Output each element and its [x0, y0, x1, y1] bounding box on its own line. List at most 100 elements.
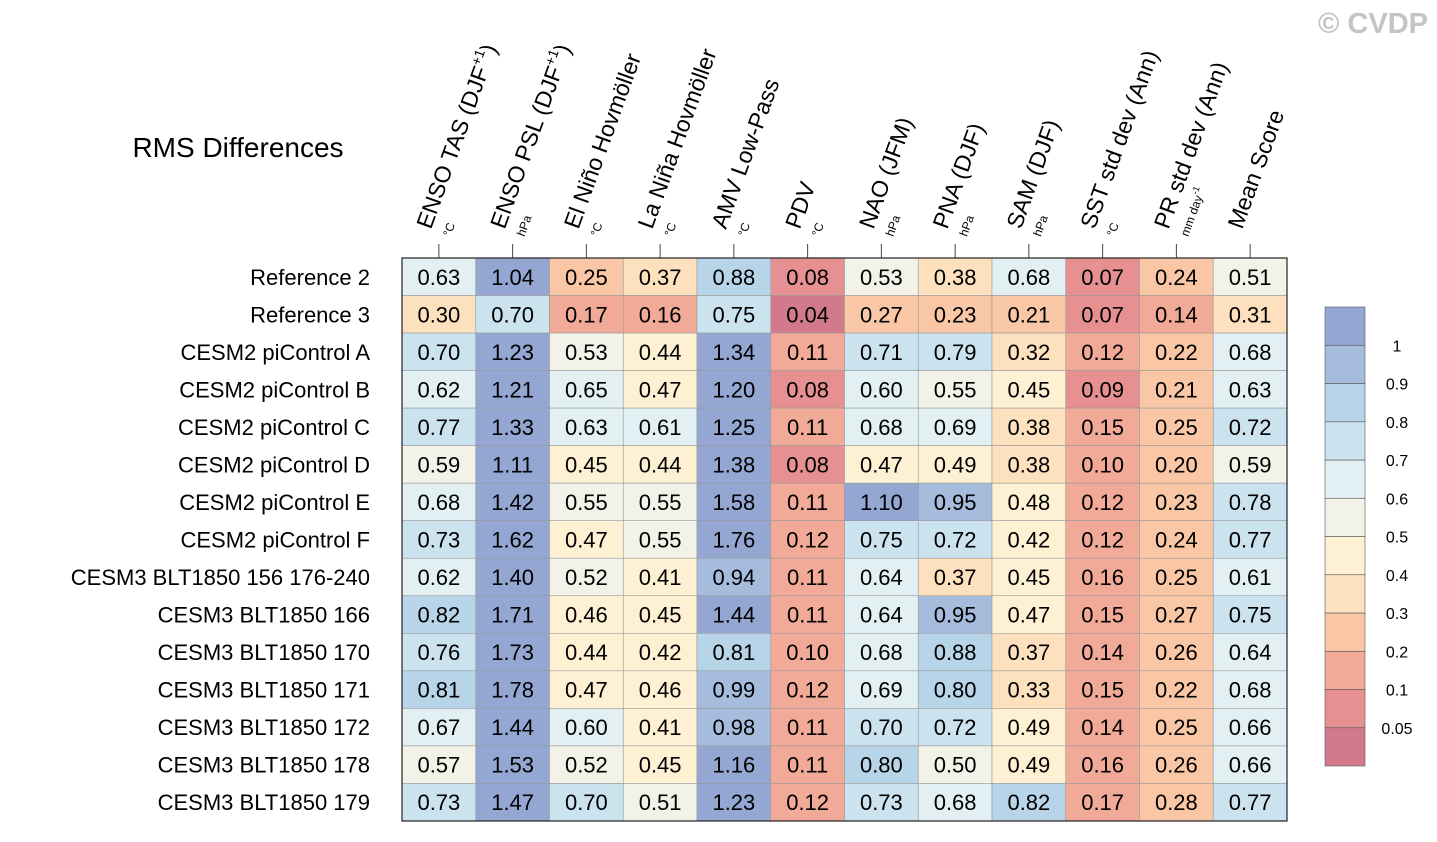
- cell-value: 0.68: [860, 640, 903, 665]
- heatmap-cell: [1212, 407, 1288, 446]
- cell-value: 0.50: [934, 753, 977, 778]
- heatmap-cell: [844, 783, 919, 822]
- cell-value: 0.70: [491, 302, 534, 327]
- cell-value: 0.68: [1229, 340, 1272, 365]
- cell-value: 0.72: [1229, 415, 1272, 440]
- column-headers: ENSO TAS (DJF+1)°C ENSO PSL (DJF+1)hPa El …: [411, 40, 1289, 258]
- colorbar-tick-label: 0.2: [1386, 644, 1408, 661]
- heatmap-cell: [770, 482, 845, 522]
- cell-value: 0.37: [1007, 640, 1050, 665]
- cell-value: 0.60: [860, 377, 903, 402]
- colorbar-swatch: [1324, 727, 1366, 767]
- heatmap-cell: [475, 670, 550, 709]
- heatmap-cell: [844, 332, 919, 371]
- cell-value: 0.49: [1007, 753, 1050, 778]
- colorbar-swatch: [1324, 497, 1366, 537]
- svg-text:Mean Score: Mean Score: [1222, 106, 1289, 231]
- heatmap-cell: [549, 332, 624, 371]
- heatmap-cell: [1212, 257, 1288, 296]
- row-labels: Reference 2 Reference 3 CESM2 piControl A C…: [71, 265, 371, 815]
- cell-value: 0.12: [786, 678, 829, 703]
- svg-text:SAM (DJF): SAM (DJF): [1001, 116, 1064, 232]
- cell-value: 1.20: [712, 377, 755, 402]
- heatmap-cell: [622, 783, 698, 822]
- cell-value: 0.70: [417, 340, 460, 365]
- heatmap-cell: [1065, 632, 1140, 672]
- cell-value: 0.25: [1155, 415, 1198, 440]
- column-header: Mean Score: [1222, 106, 1289, 231]
- heatmap-cell: [1139, 482, 1214, 522]
- colorbar-swatch: [1324, 383, 1366, 423]
- cell-value: 0.88: [934, 640, 977, 665]
- cell-value: 0.55: [639, 527, 682, 552]
- cell-value: 0.57: [417, 753, 460, 778]
- heatmap-cell: [475, 557, 550, 597]
- cell-value: 0.95: [934, 490, 977, 515]
- column-header: PNA (DJF)hPa: [927, 120, 989, 239]
- heatmap-cell: [844, 445, 919, 484]
- cell-value: 0.24: [1155, 527, 1198, 552]
- cell-value: 0.68: [860, 415, 903, 440]
- cell-value: 0.62: [417, 565, 460, 590]
- heatmap-cell: [991, 520, 1067, 559]
- cell-value: 0.38: [1007, 452, 1050, 477]
- cell-value: 0.78: [1229, 490, 1272, 515]
- cell-value: 0.16: [1081, 753, 1124, 778]
- heatmap-cell: [549, 670, 624, 709]
- heatmap-cell: [1065, 332, 1140, 371]
- heatmap-cell: [696, 482, 772, 522]
- heatmap-cell: [1212, 670, 1288, 709]
- heatmap-cell: [401, 445, 477, 484]
- column-unit: hPa: [883, 213, 904, 238]
- cell-value: 0.64: [1229, 640, 1272, 665]
- heatmap-cell: [770, 370, 845, 409]
- heatmap-cell: [991, 670, 1067, 709]
- heatmap-cell: [696, 708, 772, 747]
- cell-value: 1.23: [491, 340, 534, 365]
- row-label: CESM2 piControl C: [178, 415, 370, 440]
- cell-value: 0.94: [712, 565, 755, 590]
- cell-value: 1.23: [712, 790, 755, 815]
- colorbar-swatch: [1324, 574, 1366, 614]
- heatmap-cell: [475, 445, 550, 484]
- heatmap-cell: [401, 670, 477, 709]
- heatmap-cell: [475, 520, 550, 559]
- cell-value: 0.77: [1229, 790, 1272, 815]
- cell-value: 0.49: [934, 452, 977, 477]
- cell-value: 0.25: [565, 265, 608, 290]
- cell-value: 0.45: [639, 753, 682, 778]
- heatmap-cell: [917, 520, 993, 559]
- cell-value: 0.68: [1229, 678, 1272, 703]
- heatmap-cell: [991, 482, 1067, 522]
- heatmap-cell: [622, 332, 698, 371]
- cell-value: 1.44: [491, 715, 534, 740]
- heatmap-cell: [1065, 295, 1140, 334]
- column-label: ENSO TAS (DJF: [411, 63, 494, 232]
- heatmap-cell: [401, 745, 477, 784]
- heatmap-cell: [549, 445, 624, 484]
- heatmap-cell: [696, 295, 772, 334]
- heatmap-cell: [1212, 482, 1288, 522]
- cell-value: 1.25: [712, 415, 755, 440]
- colorbar-tick-label: 1: [1393, 338, 1402, 355]
- cell-value: 0.70: [565, 790, 608, 815]
- cell-value: 1.38: [712, 452, 755, 477]
- cell-value: 0.73: [860, 790, 903, 815]
- cell-value: 0.27: [1155, 603, 1198, 628]
- cell-value: 0.21: [1155, 377, 1198, 402]
- heatmap-cell: [844, 632, 919, 672]
- cell-value: 0.88: [712, 265, 755, 290]
- cell-value: 0.04: [786, 302, 829, 327]
- cell-value: 0.26: [1155, 640, 1198, 665]
- colorbar-tick-label: 0.1: [1386, 683, 1408, 700]
- cell-value: 0.11: [787, 753, 828, 778]
- heatmap-cell: [770, 670, 845, 709]
- cell-value: 0.80: [934, 678, 977, 703]
- cell-value: 0.48: [1007, 490, 1050, 515]
- heatmap-cell: [770, 745, 845, 784]
- column-unit: hPa: [1030, 213, 1051, 238]
- heatmap-cell: [1139, 632, 1214, 672]
- heatmap-cell: [844, 745, 919, 784]
- row-label: CESM3 BLT1850 172: [158, 715, 370, 740]
